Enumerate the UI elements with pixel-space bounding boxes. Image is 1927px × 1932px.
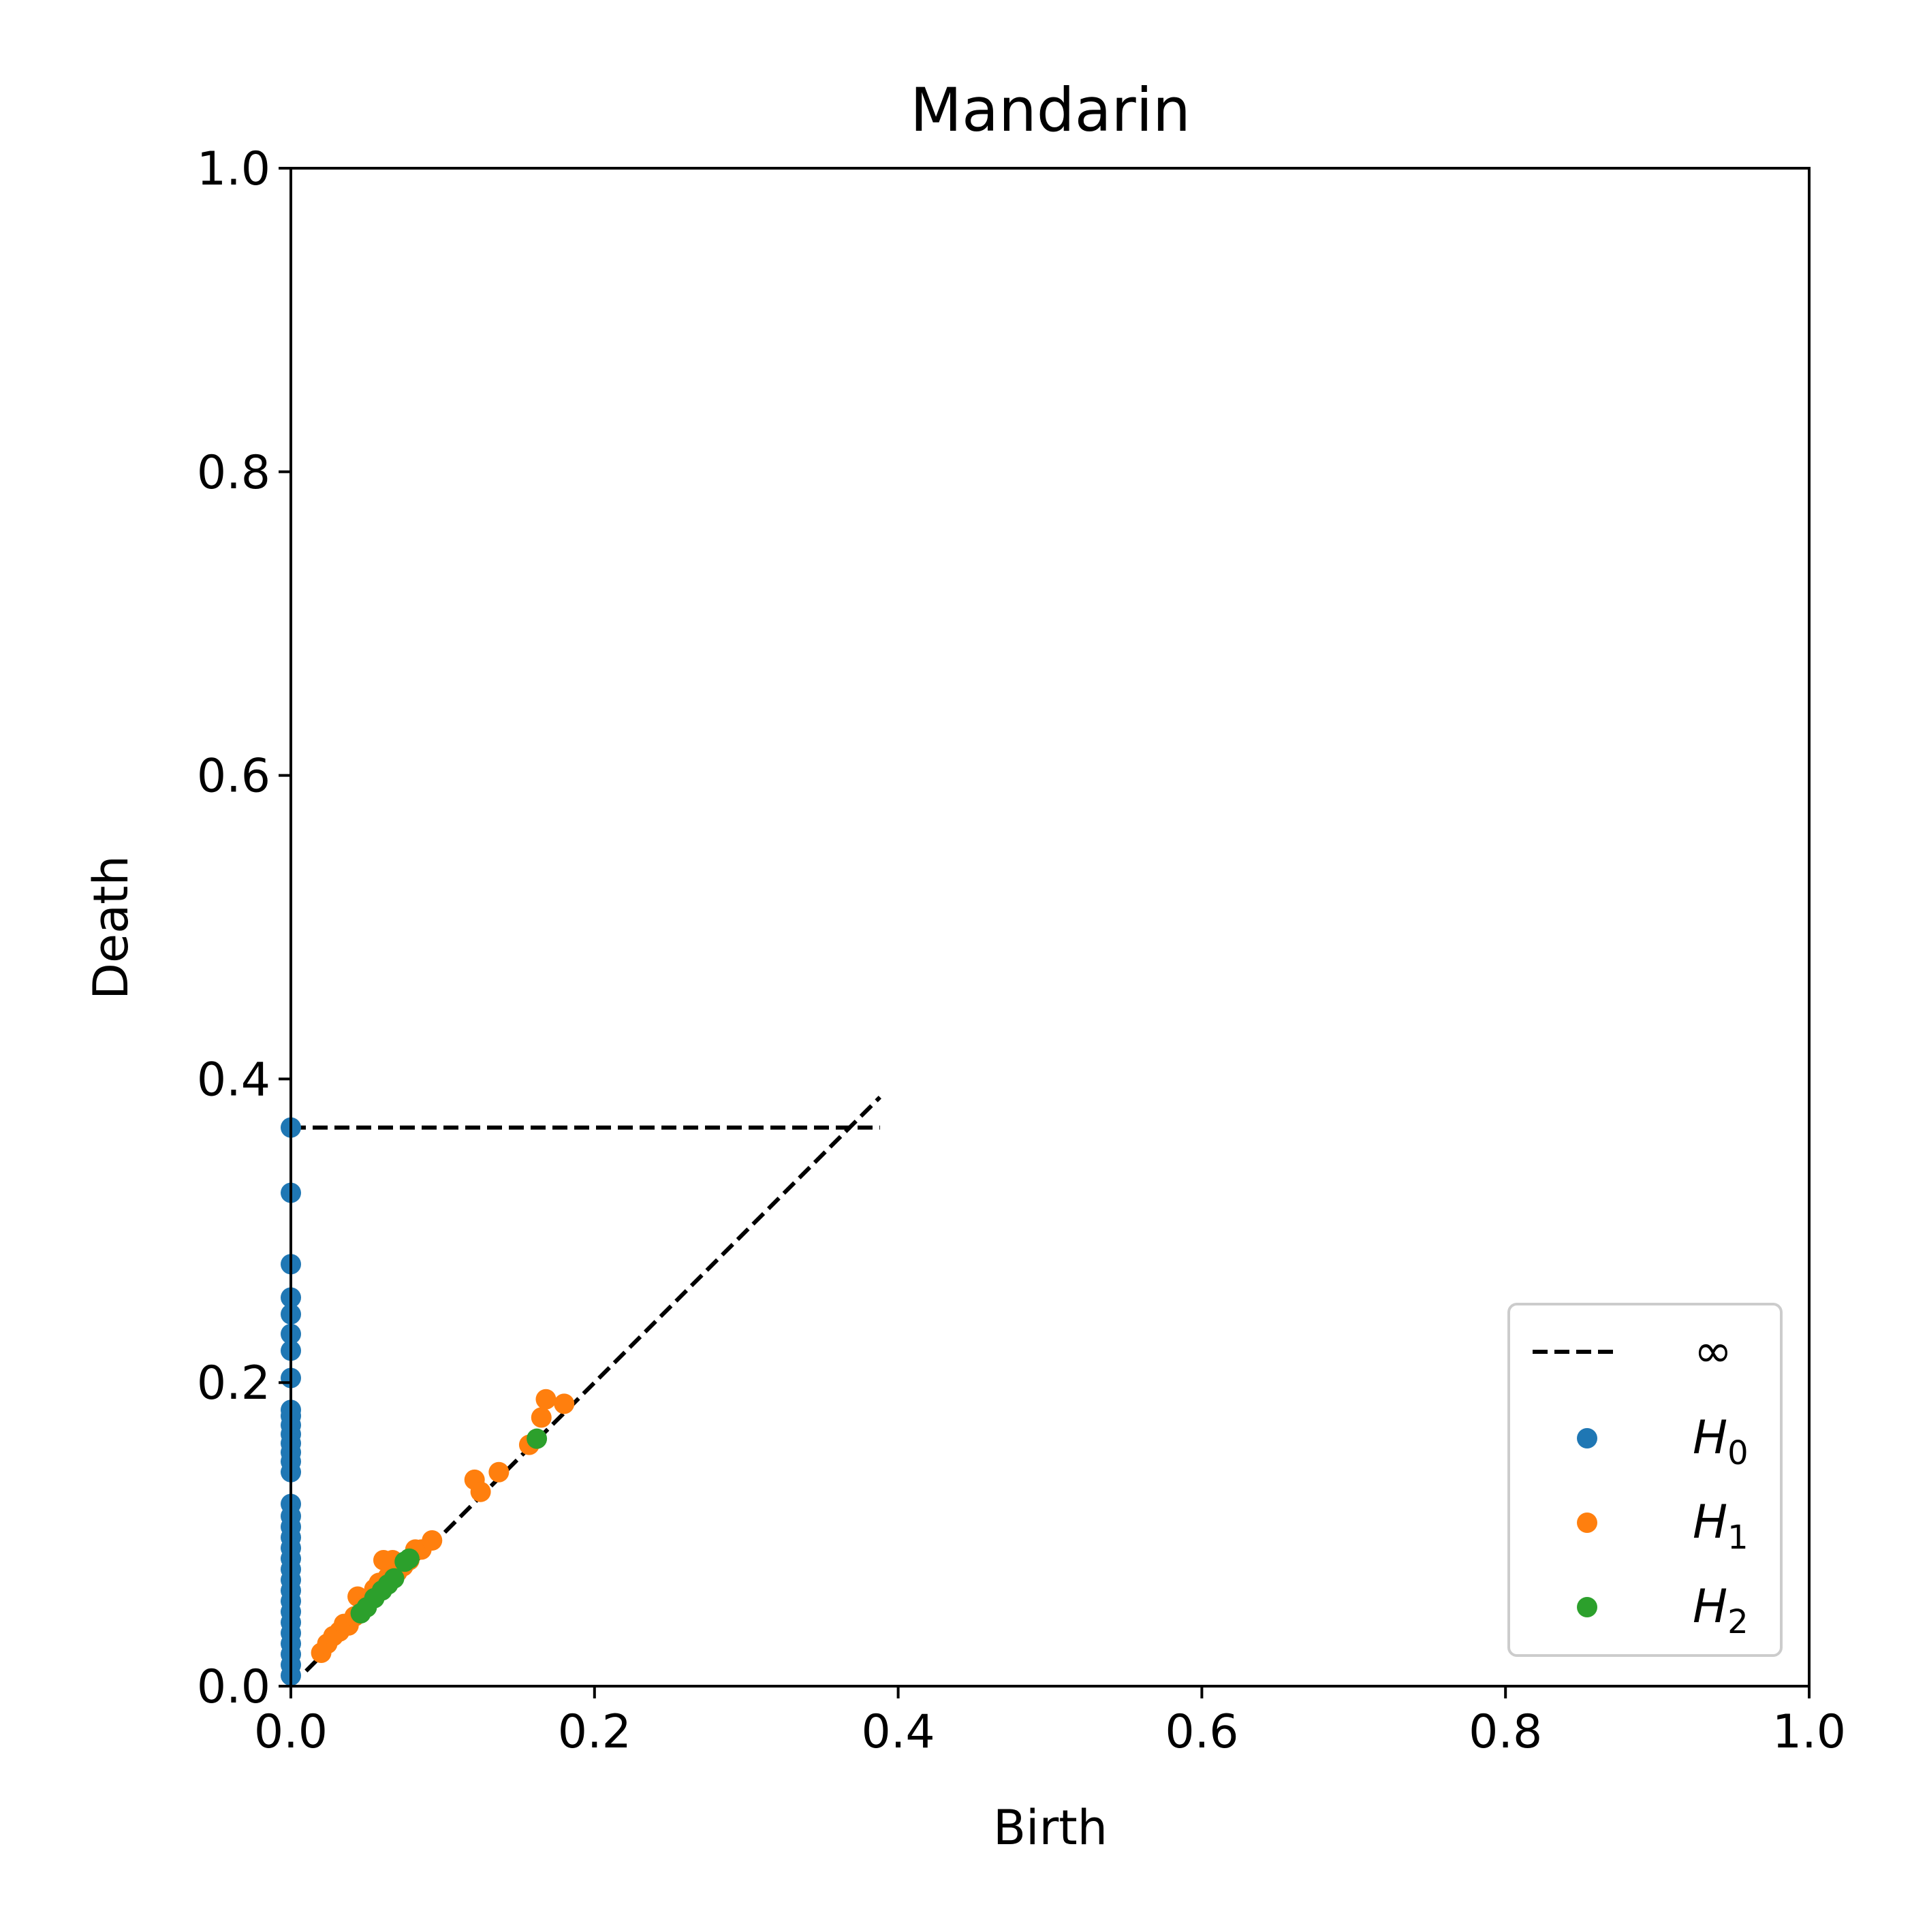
x-axis: 0.0 0.2 0.4 0.6 0.8 1.0 <box>254 1686 1846 1759</box>
x-axis-label: Birth <box>993 1800 1108 1856</box>
y-tick-label: 0.4 <box>197 1053 270 1107</box>
x-tick-label: 0.0 <box>254 1705 328 1759</box>
y-tick-label: 0.2 <box>197 1357 270 1410</box>
legend-label-h2: H2 <box>1693 1580 1749 1641</box>
legend-marker-h1 <box>1577 1513 1597 1533</box>
legend-label-h0: H0 <box>1693 1411 1749 1472</box>
x-tick-label: 1.0 <box>1772 1705 1846 1759</box>
y-tick-label: 0.0 <box>197 1660 270 1714</box>
legend: ∞ H0 H1 H2 <box>1507 1303 1783 1657</box>
chart-title: Mandarin <box>910 75 1191 145</box>
legend-infinity-label: ∞ <box>1694 1325 1733 1378</box>
point-h1 <box>488 1461 510 1483</box>
x-tick-label: 0.2 <box>558 1705 631 1759</box>
plot-frame <box>289 167 1811 1688</box>
point-h2 <box>527 1428 548 1449</box>
point-h1 <box>470 1481 491 1502</box>
y-axis: 0.0 0.2 0.4 0.6 0.8 1.0 <box>197 142 291 1714</box>
x-tick-label: 0.8 <box>1469 1705 1542 1759</box>
y-axis-label: Death <box>83 855 139 1000</box>
y-tick-label: 1.0 <box>197 142 270 196</box>
x-tick-label: 0.6 <box>1165 1705 1238 1759</box>
x-tick-label: 0.4 <box>862 1705 935 1759</box>
point-h1 <box>554 1393 575 1414</box>
y-tick-label: 0.6 <box>197 750 270 804</box>
legend-marker-h2 <box>1577 1597 1597 1617</box>
point-h1 <box>535 1389 557 1410</box>
point-h1 <box>531 1407 552 1428</box>
data-layer <box>281 1096 881 1686</box>
y-tick-label: 0.8 <box>197 446 270 500</box>
point-h2 <box>383 1568 405 1589</box>
point-h2 <box>398 1548 420 1569</box>
legend-box <box>1507 1303 1783 1657</box>
point-h1 <box>422 1530 443 1551</box>
legend-marker-h0 <box>1577 1428 1597 1448</box>
legend-label-h1: H1 <box>1693 1495 1749 1557</box>
